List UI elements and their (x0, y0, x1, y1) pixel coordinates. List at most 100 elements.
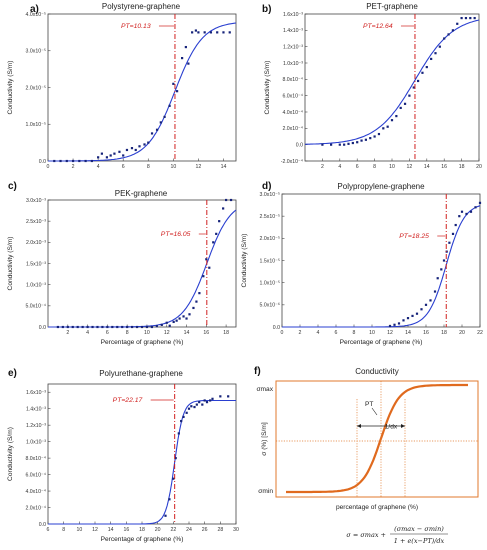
schematic-sigmoid (286, 383, 468, 494)
x-tick-label: 14 (405, 330, 411, 336)
data-point (395, 114, 398, 118)
y-axis-label: Conductivity (S/m) (264, 61, 271, 115)
data-point (393, 323, 396, 326)
data-point (165, 321, 168, 324)
data-point (229, 198, 233, 202)
y-tick-label: 1.0x10⁻³ (283, 61, 303, 67)
data-point (84, 159, 87, 163)
data-point (190, 405, 193, 408)
x-tick-label: 10 (389, 164, 395, 170)
y-tick-label: 6.0x10⁻⁴ (282, 93, 303, 99)
x-tick-label: 14 (424, 164, 430, 170)
y-tick-label: 5.0x10⁻⁶ (260, 303, 280, 309)
data-point (125, 148, 129, 152)
x-tick-label: 18 (139, 527, 145, 533)
y-tick-label: 3.0x10⁻⁵ (26, 49, 46, 55)
data-point (172, 82, 175, 85)
data-point (469, 16, 472, 20)
data-point (208, 266, 211, 269)
panel-label: e) (8, 368, 17, 379)
data-point (421, 71, 424, 74)
x-tick-label: 4 (317, 330, 320, 336)
data-point (436, 277, 439, 280)
data-point (109, 154, 112, 157)
chart-panel-3: c) PEK-graphene 2 4 6 8 10 12 14 16 18 0.0 5.0x10⁻⁴ 1… (7, 181, 237, 346)
data-point (429, 299, 432, 302)
data-point (193, 405, 196, 409)
x-tick-label: 6 (335, 330, 338, 336)
x-tick-label: 24 (186, 527, 192, 533)
data-point (458, 215, 461, 218)
data-point (447, 33, 450, 36)
data-point (415, 312, 419, 315)
data-point (430, 57, 433, 61)
data-point (397, 322, 401, 325)
x-axis-label: Percentage of graphene (%) (340, 339, 423, 346)
data-point (343, 143, 346, 146)
data-point (338, 143, 341, 146)
data-point (116, 325, 119, 329)
data-point (140, 325, 144, 329)
x-tick-label: 12 (387, 330, 393, 336)
sigma-max-label: σmax (256, 386, 273, 393)
x-tick-label: 16 (423, 330, 429, 336)
y-tick-label: 1.4x10⁻³ (283, 28, 303, 34)
data-point (122, 154, 125, 157)
plot-frame (47, 13, 237, 162)
chart-title: Polystyrene-graphene (102, 2, 181, 11)
data-point (97, 156, 100, 159)
y-tick-label: 1.0x10⁻⁵ (26, 122, 46, 128)
data-point (56, 325, 59, 329)
y-tick-label: 1.0x10⁻⁵ (260, 280, 280, 286)
data-point (474, 206, 477, 209)
data-point (456, 22, 459, 25)
y-tick-label: 1.2x10⁻³ (26, 423, 46, 429)
data-point (347, 142, 350, 145)
data-point (473, 16, 476, 20)
y-tick-label: 2.0x10⁻⁵ (260, 236, 280, 242)
x-tick-label: 12 (196, 164, 202, 170)
data-point (131, 325, 134, 329)
data-point (138, 145, 141, 148)
data-point (194, 29, 197, 32)
data-point (460, 210, 464, 213)
plot-frame (47, 383, 237, 525)
plot-frame (281, 193, 481, 328)
data-point (216, 31, 219, 34)
x-tick-label: 8 (373, 164, 376, 170)
x-tick-label: 22 (477, 330, 483, 336)
chart-title: Polyurethane-graphene (99, 369, 183, 378)
data-point (168, 324, 171, 327)
data-point (76, 325, 79, 329)
x-tick-label: 28 (217, 527, 223, 533)
data-point (187, 407, 191, 410)
data-point (101, 325, 104, 329)
y-tick-label: 1.0x10⁻³ (26, 282, 46, 288)
x-tick-label: 16 (123, 527, 129, 533)
data-point (187, 62, 190, 65)
plot-frame (47, 199, 237, 328)
pt-annotation: PT (365, 401, 373, 408)
data-point (386, 125, 389, 128)
data-point (195, 403, 198, 406)
x-tick-label: 22 (170, 527, 176, 533)
data-point (228, 31, 231, 34)
y-tick-label: 6.0x10⁻⁴ (25, 472, 46, 478)
data-point (59, 159, 62, 163)
data-point (96, 325, 99, 329)
x-tick-label: 12 (164, 330, 170, 336)
data-point (130, 147, 134, 150)
schematic-frame (275, 380, 479, 498)
data-point (321, 143, 324, 146)
x-tick-label: 8 (147, 164, 150, 170)
data-point (86, 325, 89, 329)
data-point (443, 37, 446, 40)
x-tick-label: 10 (76, 527, 82, 533)
data-point (126, 325, 129, 329)
x-tick-label: 6 (47, 527, 50, 533)
y-tick-label: 0.0 (273, 325, 280, 331)
data-point (425, 65, 428, 69)
data-point (168, 498, 171, 501)
y-tick-label: 3.0x10⁻⁵ (260, 192, 280, 198)
